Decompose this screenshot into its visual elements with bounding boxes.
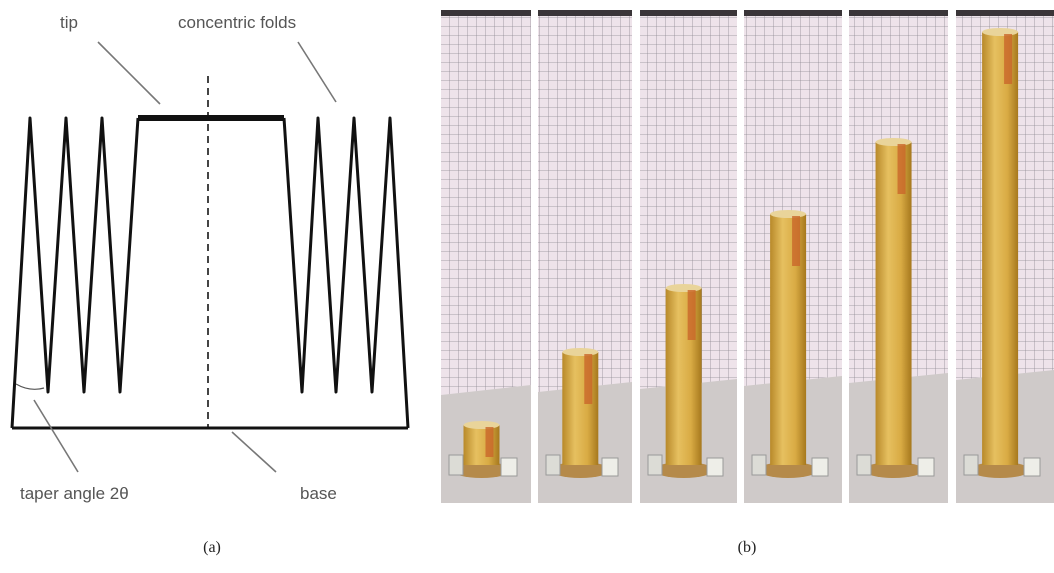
photo-weight	[752, 455, 766, 475]
photo-weight	[546, 455, 560, 475]
photo-shadow	[849, 10, 948, 16]
photo-tape	[688, 290, 696, 340]
photo-weight	[648, 455, 662, 475]
photo-cylinder	[562, 352, 598, 465]
photo-shadow	[441, 10, 531, 16]
photo-weight	[449, 455, 463, 475]
caption: (a)	[203, 539, 221, 556]
figure: tip concentric folds taper angle 2θ base…	[0, 0, 1054, 573]
photo-weight	[1024, 458, 1040, 476]
photo-cylinder	[770, 214, 806, 465]
diagram	[12, 42, 408, 472]
caption: (b)	[738, 539, 757, 556]
photo-cylinder	[876, 142, 912, 465]
photo-tape	[898, 144, 906, 194]
angle-arc	[16, 384, 44, 389]
photo-cylinder-top	[982, 28, 1018, 36]
photo-weight	[602, 458, 618, 476]
photo-cylinder-top	[666, 284, 702, 292]
leader-line	[34, 400, 78, 472]
label: tip	[60, 13, 78, 32]
photo-tape	[486, 427, 494, 457]
photo-shadow	[538, 10, 632, 16]
photo-tape	[792, 216, 800, 266]
photo-cylinder-top	[562, 348, 598, 356]
label: taper angle 2θ	[20, 484, 129, 503]
photo-weight	[918, 458, 934, 476]
left-folds	[12, 118, 138, 428]
photo-tape	[1004, 34, 1012, 84]
leader-line	[98, 42, 160, 104]
photo-weight	[964, 455, 978, 475]
photo-strip	[441, 10, 1054, 503]
photo-cylinder-top	[770, 210, 806, 218]
photo-weight	[707, 458, 723, 476]
photo-cylinder-top	[464, 421, 500, 429]
photo-weight	[857, 455, 871, 475]
photo-cylinder	[666, 288, 702, 465]
photo-shadow	[956, 10, 1054, 16]
photo-cylinder	[464, 425, 500, 465]
photo-tape	[584, 354, 592, 404]
photo-cylinder-top	[876, 138, 912, 146]
label: base	[300, 484, 337, 503]
leader-line	[232, 432, 276, 472]
photo-weight	[501, 458, 517, 476]
photo-weight	[812, 458, 828, 476]
photo-cylinder	[982, 32, 1018, 465]
leader-line	[298, 42, 336, 102]
right-folds	[284, 118, 408, 428]
label: concentric folds	[178, 13, 296, 32]
photo-shadow	[744, 10, 842, 16]
photo-shadow	[640, 10, 737, 16]
